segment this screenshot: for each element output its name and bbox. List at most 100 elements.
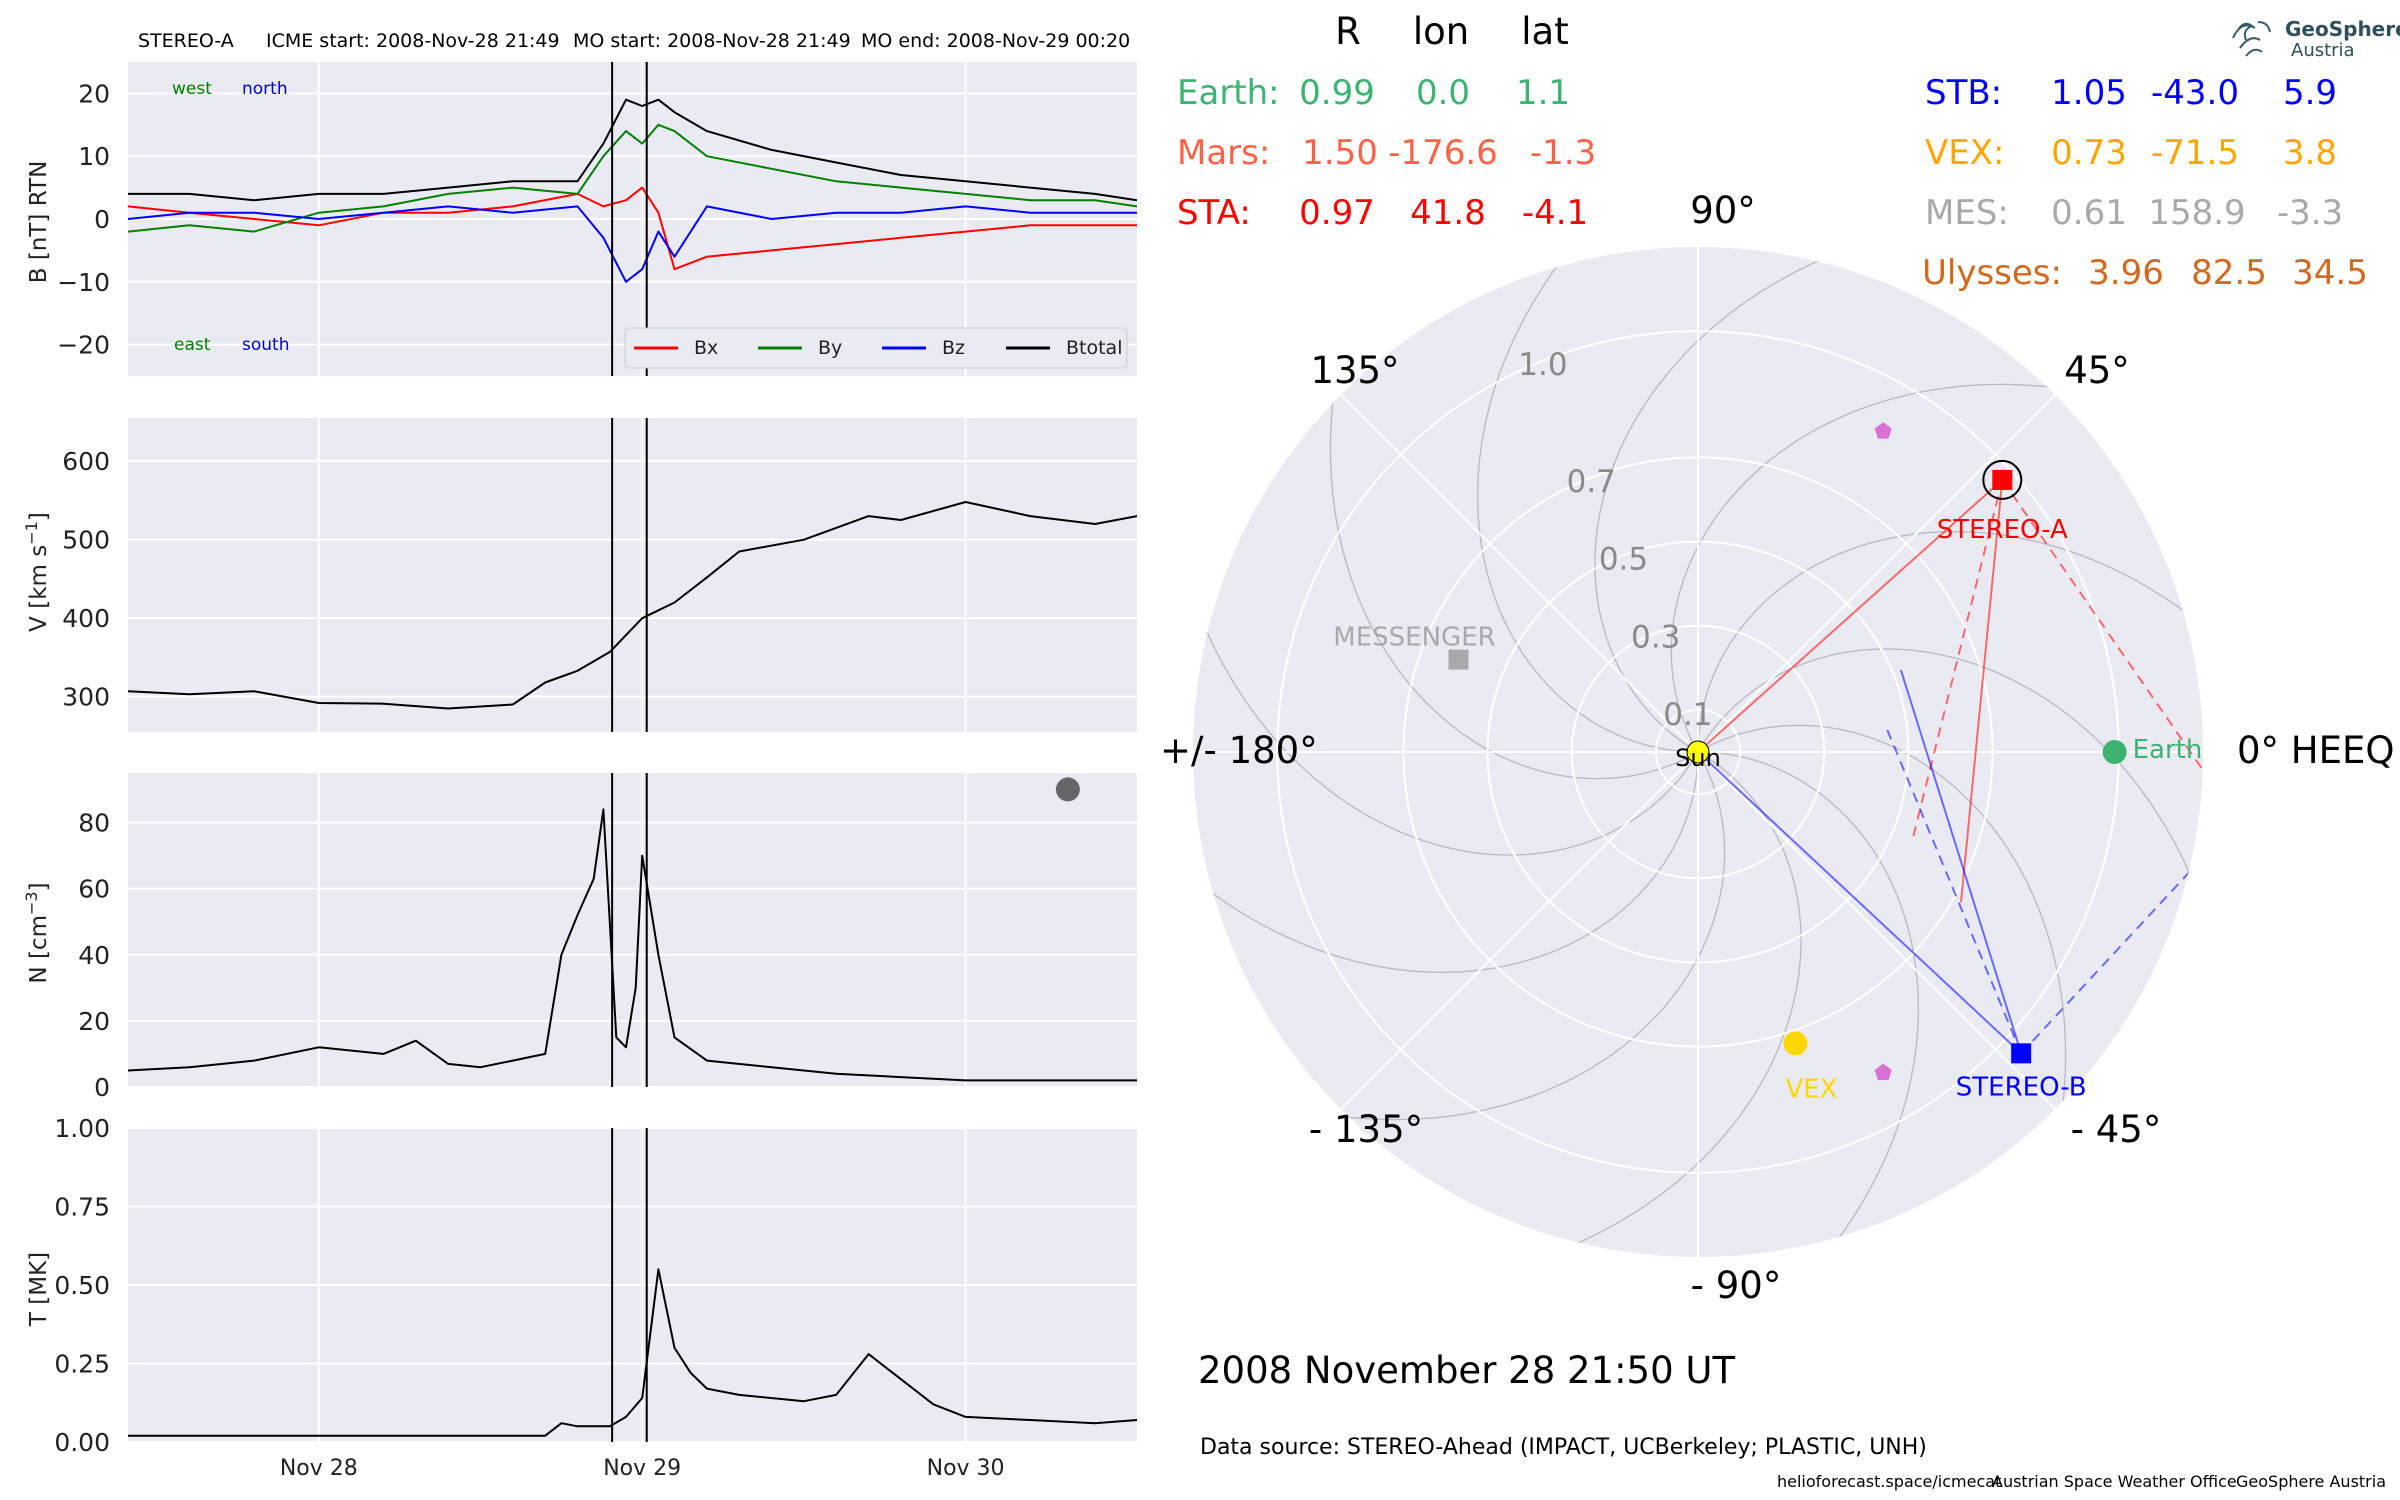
east-label: east: [174, 335, 211, 355]
row-lon: 41.8: [1410, 193, 1486, 233]
y-tick-label: 1.00: [54, 1114, 110, 1143]
logo-line1: GeoSphere: [2285, 17, 2400, 41]
n-ylabel-main: N [cm: [26, 915, 52, 984]
series-line-Btotal: [128, 98, 1137, 202]
x-tick-label: Nov 29: [603, 1456, 681, 1481]
angle-label-minus90: - 90°: [1691, 1264, 1782, 1307]
hi-fov-line: [2020, 842, 2203, 1055]
x-tick-label: Nov 28: [280, 1456, 358, 1481]
body-marker: [1992, 469, 2013, 490]
legend-label-bx: Bx: [694, 337, 718, 359]
y-tick-label: 300: [62, 683, 110, 712]
row-lat: -3.3: [2277, 193, 2343, 233]
logo-mark-icon: [2232, 21, 2271, 57]
body-label: Earth: [2133, 735, 2203, 765]
body-earth: Earth: [2102, 735, 2203, 765]
row-name: MES:: [1925, 193, 2009, 233]
y-tick-label: −10: [57, 268, 110, 297]
radial-tick-label: 0.3: [1631, 619, 1680, 655]
hi-fov-line: [1911, 479, 2004, 839]
y-tick-label: 20: [78, 1007, 110, 1036]
temperature-panel: 1.00 0.75 0.50 0.25 0.00: [54, 1114, 1137, 1457]
radial-tick-label: 0.7: [1567, 464, 1616, 500]
angle-label-90: 90°: [1690, 189, 1756, 232]
north-label: north: [242, 79, 288, 99]
logo-line2: Austria: [2291, 40, 2355, 61]
y-tick-label: 0: [94, 205, 110, 234]
y-tick-label: 40: [78, 941, 110, 970]
hi-fov-line: [1899, 669, 2023, 1054]
row-r: 1.05: [2051, 73, 2127, 113]
t-ylabel: T [MK]: [26, 1252, 52, 1327]
y-tick-label: 500: [62, 526, 110, 555]
legend-label-bz: Bz: [942, 337, 965, 359]
radial-tick-label: 0.5: [1599, 542, 1648, 578]
table-row-ulysses: Ulysses: 3.96 82.5 34.5: [1922, 253, 2368, 293]
table-header-lat: lat: [1521, 10, 1568, 53]
row-lon: 82.5: [2191, 253, 2267, 293]
row-name: VEX:: [1925, 133, 2005, 173]
v-ylabel: V [km s−1]: [22, 512, 52, 632]
icme-start-text: ICME start: 2008-Nov-28 21:49: [266, 30, 560, 52]
parker-spiral-line: [1329, 372, 1697, 780]
body-stereo-a: STEREO-A: [1937, 459, 2068, 545]
row-name: Earth:: [1177, 73, 1280, 113]
series-line-n: [128, 808, 1137, 1082]
series-group: [128, 808, 1137, 1082]
y-tick-label: 0.50: [54, 1271, 110, 1300]
n-ylabel: N [cm−3]: [22, 882, 52, 983]
target-ring: [1982, 459, 2023, 500]
y-tick-label: 400: [62, 604, 110, 633]
parker-spiral-line: [1193, 754, 1699, 973]
body-marker: [2011, 1043, 2032, 1064]
table-header-lon: lon: [1413, 10, 1469, 53]
parker-spiral-line: [1318, 753, 1726, 1121]
body-marker: [2102, 740, 2127, 764]
series-line-By: [128, 123, 1137, 233]
body-sun: Sun: [1675, 740, 1721, 772]
west-label: west: [172, 79, 212, 99]
row-r: 1.50: [1302, 133, 1378, 173]
series-group: [128, 98, 1137, 283]
body-marker: [1055, 777, 1080, 802]
row-lat: -1.3: [1530, 133, 1596, 173]
ulysses-marker-icon: [1874, 422, 1892, 439]
radial-gridcircle: [1486, 540, 1910, 964]
b-ylabel: B [nT] RTN: [26, 161, 52, 284]
footer-office: Austrian Space Weather Office: [1992, 1472, 2237, 1491]
row-name: Ulysses:: [1922, 253, 2062, 293]
row-lon: 0.0: [1416, 73, 1470, 113]
row-lat: -4.1: [1522, 193, 1588, 233]
row-lat: 3.8: [2283, 133, 2337, 173]
row-name: Mars:: [1177, 133, 1270, 173]
y-tick-label: −20: [57, 331, 110, 360]
geosphere-logo: GeoSphere Austria: [2232, 17, 2400, 61]
radial-gridcircle: [1654, 708, 1742, 796]
row-lon: -43.0: [2151, 73, 2239, 113]
y-tick-label: 0.25: [54, 1350, 110, 1379]
mo-end-text: MO end: 2008-Nov-29 00:20: [861, 30, 1130, 52]
hi-fov-line: [1697, 479, 2003, 753]
row-r: 3.96: [2088, 253, 2164, 293]
body-vex: VEX: [1783, 1031, 1837, 1104]
parker-spiral-line: [1697, 531, 2203, 750]
row-r: 0.61: [2051, 193, 2127, 233]
body-messenger: MESSENGER: [1333, 623, 1496, 670]
table-row-mars: Mars: 1.50 -176.6 -1.3: [1177, 133, 1596, 173]
body-label: STEREO-A: [1937, 515, 2068, 545]
parker-spiral-line: [1700, 751, 1919, 1257]
hi-fov-line: [2001, 479, 2203, 771]
radial-gridcircle: [1570, 624, 1826, 880]
angle-label-minus45: - 45°: [2071, 1108, 2162, 1151]
body-label: Sun: [1675, 744, 1721, 772]
b-field-panel: 20 10 0 −10 −20: [57, 62, 1137, 376]
polar-plot: 0.1 0.3 0.5 0.7 1.0 Sun Earth STEREO-A STEREO-B V…: [1055, 247, 2203, 1257]
legend-label-by: By: [818, 337, 842, 359]
b-legend: Bx By Bz Btotal: [624, 327, 1128, 369]
table-row-mes: MES: 0.61 158.9 -3.3: [1925, 193, 2343, 233]
row-lon: -71.5: [2151, 133, 2239, 173]
footer-url: helioforecast.space/icmecat: [1777, 1472, 2001, 1491]
angle-label-minus135: - 135°: [1309, 1108, 1423, 1151]
radial-tick-label: 1.0: [1518, 347, 1567, 383]
